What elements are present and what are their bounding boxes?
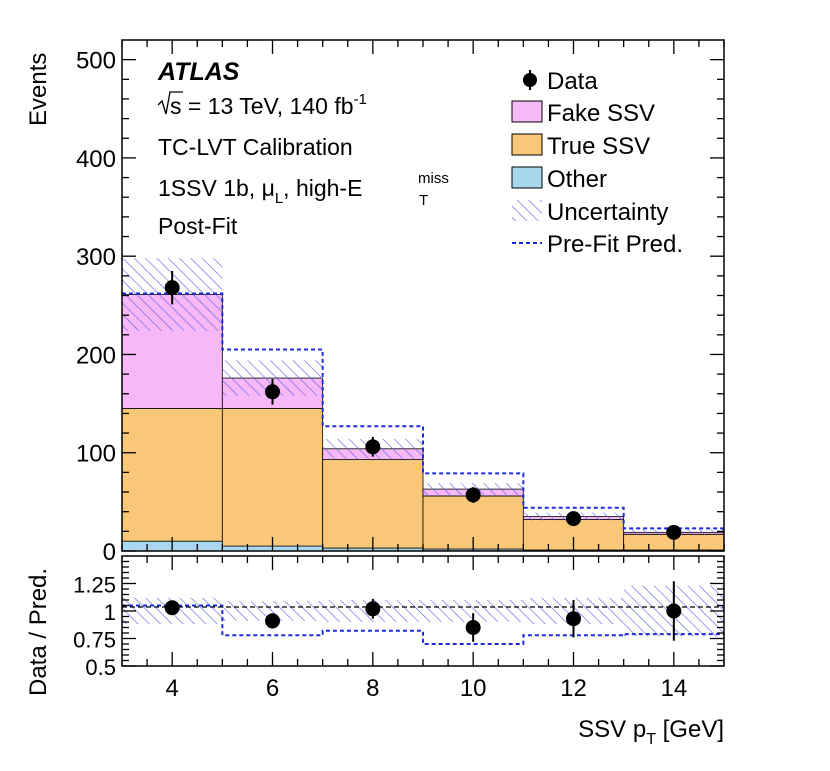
data-point [566,511,581,527]
svg-text:True SSV: True SSV [547,133,650,160]
ratio-tick-label: 0.75 [73,628,116,653]
bar-true-ssv [121,408,223,542]
legend: Data Fake SSV True SSV Other Uncertainty… [511,68,683,258]
x-tick-label: 10 [460,675,487,702]
ratio-tick-label: 1 [104,600,116,625]
ratio-point [365,601,381,617]
prefit-step [122,292,724,530]
svg-text:Pre-Fit Pred.: Pre-Fit Pred. [547,231,683,258]
data-point [666,524,682,540]
fit-state-label: Post-Fit [158,213,238,239]
legend-data: Data [523,68,598,95]
x-tick-label: 8 [366,675,379,702]
legend-other: Other [511,166,607,193]
svg-text:Other: Other [547,166,607,193]
svg-text:Data: Data [547,68,598,95]
ratio-point [465,620,481,635]
y-tick-label: 200 [76,342,116,369]
x-tick-labels: 4 6 8 10 12 14 [165,675,687,702]
calibration-label: TC-LVT Calibration [158,134,353,160]
ratio-data-points [164,581,682,642]
data-points [164,270,682,540]
bar-true-ssv [322,459,424,549]
data-point [265,384,280,400]
energy-line: s = 13 TeV, 140 fb-1 [157,91,367,119]
x-tick-label: 14 [660,675,687,702]
stacked-histogram [121,294,725,552]
legend-true-ssv: True SSV [511,133,650,160]
region-label: 1SSV 1b, μL, high-E [158,175,362,207]
ratio-tick-labels: 0.50.75 11.25 [73,573,116,681]
x-tick-label: 4 [165,675,178,702]
y-tick-label: 100 [76,441,116,468]
x-tick-label: 12 [560,675,587,702]
x-tick-label: 6 [266,675,279,702]
ratio-point [566,611,581,627]
ratio-y-axis-label: Data / Pred. [25,568,52,696]
ratio-uncertainty-band [122,585,724,637]
met-sup: miss [418,170,449,187]
y-axis-label: Events [25,53,52,126]
svg-text:Fake SSV: Fake SSV [547,100,655,127]
y-tick-labels: 0 100 200 300 400 500 [76,48,116,566]
ratio-uncertainty-bin [423,600,524,622]
legend-fake-ssv: Fake SSV [511,100,655,127]
svg-text:s = 13 TeV, 140 fb-1: s = 13 TeV, 140 fb-1 [170,91,367,119]
y-tick-label: 500 [76,48,116,75]
data-point [365,439,381,455]
ratio-point [265,613,280,629]
legend-uncertainty: Uncertainty [512,199,668,226]
data-point [164,280,180,296]
data-point [465,487,481,503]
atlas-label: ATLAS [157,58,240,86]
legend-prefit: Pre-Fit Pred. [512,231,683,258]
bar-true-ssv [221,408,324,547]
svg-text:Uncertainty: Uncertainty [547,199,668,226]
ratio-point [164,600,180,616]
prefit-line [122,292,724,530]
ratio-tick-label: 0.5 [85,655,116,680]
axis-ticks [121,40,725,667]
y-tick-label: 300 [76,244,116,271]
ratio-point [666,603,682,619]
y-tick-label: 400 [76,146,116,173]
met-sub: T [419,192,428,209]
y-tick-label: 0 [103,539,116,566]
ratio-tick-label: 1.25 [73,573,116,598]
x-axis-label: SSV pT [GeV] [578,716,724,748]
ratio-uncertainty-bin [222,601,323,621]
